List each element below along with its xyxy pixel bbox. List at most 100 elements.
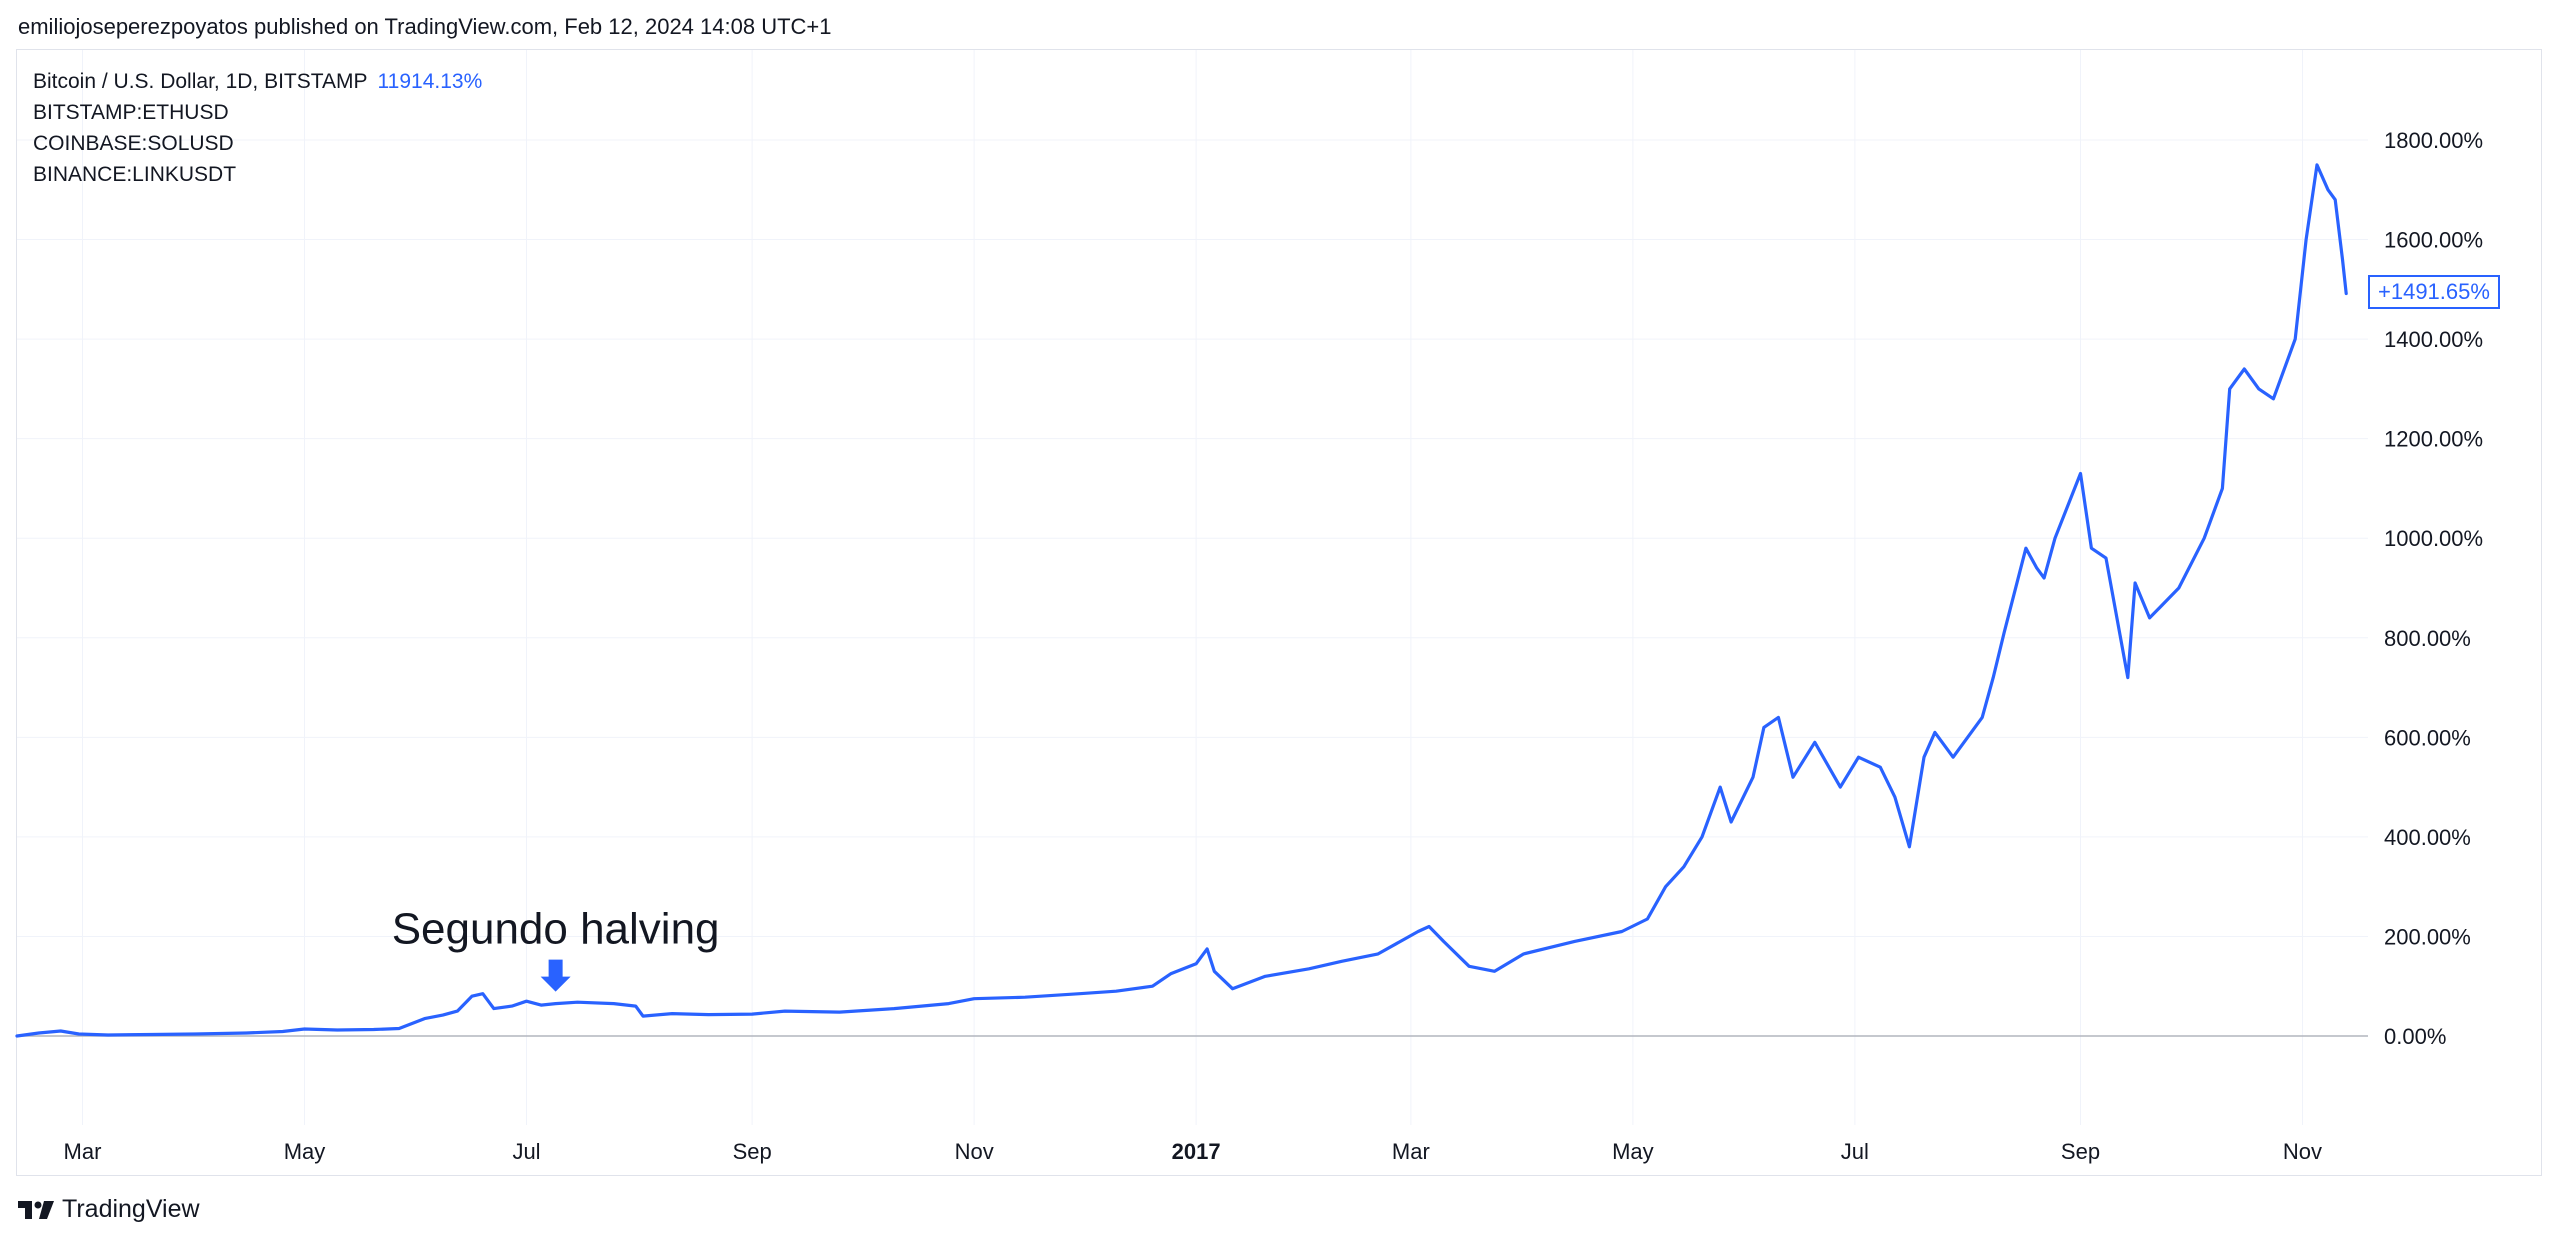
data-point[interactable] <box>1761 724 1767 730</box>
data-point[interactable] <box>2241 366 2247 372</box>
data-point[interactable] <box>2078 471 2084 477</box>
data-point[interactable] <box>58 1028 64 1034</box>
data-point[interactable] <box>706 1012 712 1018</box>
data-point[interactable] <box>891 1006 897 1012</box>
data-point[interactable] <box>1168 971 1174 977</box>
data-point[interactable] <box>149 1032 155 1038</box>
data-point[interactable] <box>2332 197 2338 203</box>
data-point[interactable] <box>2125 675 2131 681</box>
data-point[interactable] <box>2034 565 2040 571</box>
data-point[interactable] <box>1717 784 1723 790</box>
data-point[interactable] <box>1790 774 1796 780</box>
data-point[interactable] <box>2132 580 2138 586</box>
data-point[interactable] <box>1990 675 1996 681</box>
data-point[interactable] <box>509 1003 515 1009</box>
data-point[interactable] <box>1441 938 1447 944</box>
legend-symbol-eth[interactable]: BITSTAMP:ETHUSD <box>33 101 229 124</box>
data-point[interactable] <box>2292 336 2298 342</box>
data-point[interactable] <box>2325 187 2331 193</box>
data-point[interactable] <box>837 1009 843 1015</box>
data-point[interactable] <box>2340 257 2346 263</box>
data-point[interactable] <box>76 1031 82 1037</box>
data-point[interactable] <box>2023 545 2029 551</box>
data-point[interactable] <box>1150 983 1156 989</box>
legend-symbol-link[interactable]: BINANCE:LINKUSDT <box>33 163 237 186</box>
data-point[interactable] <box>749 1011 755 1017</box>
data-point[interactable] <box>2343 291 2349 297</box>
data-point[interactable] <box>1211 968 1217 974</box>
data-point[interactable] <box>469 993 475 999</box>
data-point[interactable] <box>1426 924 1432 930</box>
data-point[interactable] <box>334 1027 340 1033</box>
data-point[interactable] <box>36 1030 42 1036</box>
data-point[interactable] <box>480 991 486 997</box>
data-point[interactable] <box>396 1026 402 1032</box>
data-point[interactable] <box>105 1032 111 1038</box>
data-point[interactable] <box>192 1031 198 1037</box>
data-point[interactable] <box>1663 884 1669 890</box>
data-point[interactable] <box>1193 961 1199 967</box>
data-point[interactable] <box>1022 994 1028 1000</box>
data-point[interactable] <box>2103 555 2109 561</box>
data-point[interactable] <box>575 999 581 1005</box>
data-point[interactable] <box>1521 951 1527 957</box>
legend-main-row[interactable]: Bitcoin / U.S. Dollar, 1D, BITSTAMP 11914… <box>33 66 482 97</box>
data-point[interactable] <box>1306 966 1312 972</box>
data-point[interactable] <box>524 998 530 1004</box>
data-point[interactable] <box>1492 968 1498 974</box>
data-point[interactable] <box>1572 938 1578 944</box>
data-point[interactable] <box>1204 946 1210 952</box>
data-point[interactable] <box>2219 485 2225 491</box>
data-point[interactable] <box>2088 545 2094 551</box>
data-point[interactable] <box>2147 615 2153 621</box>
data-point[interactable] <box>1230 986 1236 992</box>
data-point[interactable] <box>2303 237 2309 243</box>
data-point[interactable] <box>422 1016 428 1022</box>
data-point[interactable] <box>371 1027 377 1033</box>
data-point[interactable] <box>1619 929 1625 935</box>
series-line[interactable] <box>15 163 2348 1038</box>
data-point[interactable] <box>2201 535 2207 541</box>
data-point[interactable] <box>1921 754 1927 760</box>
data-point[interactable] <box>243 1030 249 1036</box>
data-point[interactable] <box>2314 162 2320 168</box>
data-point[interactable] <box>1466 963 1472 969</box>
data-point[interactable] <box>1892 794 1898 800</box>
data-point[interactable] <box>440 1012 446 1018</box>
data-point[interactable] <box>280 1029 286 1035</box>
data-point[interactable] <box>611 1001 617 1007</box>
data-point[interactable] <box>1339 958 1345 964</box>
tradingview-logo[interactable]: TradingView <box>18 1195 200 1224</box>
data-point[interactable] <box>2041 575 2047 581</box>
data-point[interactable] <box>2256 386 2262 392</box>
data-point[interactable] <box>1415 929 1421 935</box>
data-point[interactable] <box>971 996 977 1002</box>
data-point[interactable] <box>454 1008 460 1014</box>
data-point[interactable] <box>782 1008 788 1014</box>
data-point[interactable] <box>669 1011 675 1017</box>
data-point[interactable] <box>1906 844 1912 850</box>
data-point[interactable] <box>1728 819 1734 825</box>
data-point[interactable] <box>1932 729 1938 735</box>
data-point[interactable] <box>2001 630 2007 636</box>
data-point[interactable] <box>1856 754 1862 760</box>
data-point[interactable] <box>1681 864 1687 870</box>
data-point[interactable] <box>1979 714 1985 720</box>
data-point[interactable] <box>633 1003 639 1009</box>
data-point[interactable] <box>1950 754 1956 760</box>
data-point[interactable] <box>553 1001 559 1007</box>
data-point[interactable] <box>491 1006 497 1012</box>
data-point[interactable] <box>2052 535 2058 541</box>
data-point[interactable] <box>1262 973 1268 979</box>
data-point[interactable] <box>2176 585 2182 591</box>
data-point[interactable] <box>1113 988 1119 994</box>
data-point[interactable] <box>946 1001 952 1007</box>
chart-frame[interactable] <box>16 49 2542 1176</box>
data-point[interactable] <box>1877 764 1883 770</box>
legend-symbol-sol[interactable]: COINBASE:SOLUSD <box>33 132 234 155</box>
data-point[interactable] <box>1699 834 1705 840</box>
data-point[interactable] <box>2227 386 2233 392</box>
data-point[interactable] <box>1812 739 1818 745</box>
data-point[interactable] <box>302 1026 308 1032</box>
